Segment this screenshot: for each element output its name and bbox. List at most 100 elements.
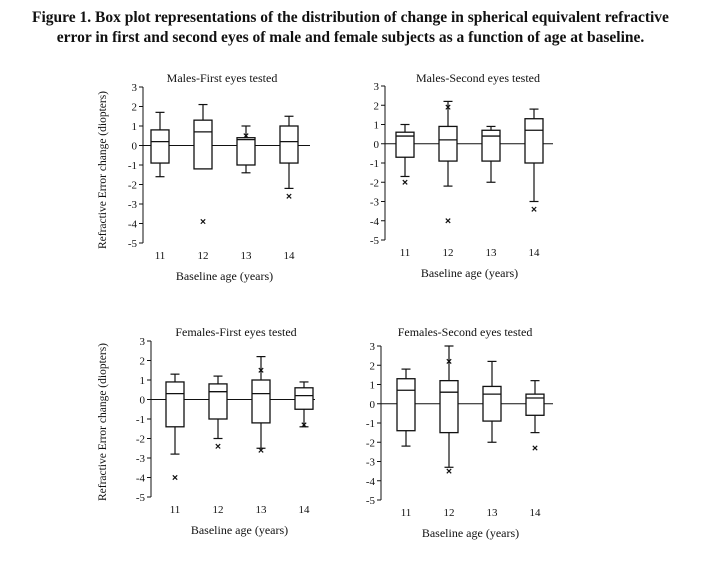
box-iqr: [279, 125, 299, 164]
caption-line-1: Figure 1. Box plot representations of th…: [32, 9, 669, 26]
outlier-stroke: [445, 104, 451, 110]
box-iqr: [236, 137, 256, 166]
y-tick-label: -3: [370, 197, 380, 209]
x-tick-label: 11: [170, 504, 181, 516]
y-tick-label: -2: [128, 180, 137, 192]
x-tick-label: 12: [198, 250, 209, 262]
box-14: [279, 115, 299, 199]
outlier-point: [200, 218, 206, 225]
box-13: [236, 125, 256, 174]
x-axis-label: Baseline age (years): [191, 523, 288, 537]
x-tick-label: 13: [487, 507, 499, 519]
x-tick-label: 14: [299, 504, 311, 516]
outlier-point: [172, 474, 178, 481]
y-tick-label: -1: [128, 160, 137, 172]
box-14: [294, 381, 314, 428]
chart-panel: Males-Second eyes tested 3 2 1 0 -1 -2 -3 -4 -5 11…: [370, 71, 553, 280]
outlier-stroke: [446, 468, 452, 474]
box-iqr: [150, 129, 170, 164]
chart-title: Males-First eyes tested: [167, 71, 278, 85]
outlier-stroke: [446, 358, 452, 365]
y-tick-label: 2: [132, 102, 138, 114]
y-tick-label: 3: [140, 336, 146, 348]
x-tick-label: 14: [284, 250, 296, 262]
x-tick-label: 13: [256, 504, 268, 516]
y-tick-label: 1: [374, 120, 380, 132]
chart-panel: Females-Second eyes tested 3 2 1 0 -1 -2 -3 -4 -5…: [366, 325, 553, 540]
y-tick-label: -5: [370, 235, 380, 247]
outlier-point: [402, 179, 408, 185]
x-tick-label: 12: [444, 507, 455, 519]
y-axis-label: Refractive Error change (diopters): [97, 343, 109, 501]
box-11: [150, 111, 170, 178]
box-12: [193, 103, 213, 225]
y-tick-label: 0: [374, 139, 380, 151]
y-tick-label: -1: [136, 414, 145, 426]
y-tick-label: 3: [374, 81, 380, 93]
y-tick-label: 1: [370, 380, 376, 392]
box-iqr: [481, 129, 501, 162]
y-tick-label: 3: [132, 82, 138, 94]
outlier-stroke: [286, 193, 292, 199]
box-12: [439, 345, 459, 474]
outlier-stroke: [301, 422, 307, 428]
x-tick-label: 13: [486, 247, 498, 259]
box-11: [396, 368, 416, 447]
box-14: [524, 108, 544, 212]
x-tick-label: 12: [443, 247, 454, 259]
y-tick-label: 0: [132, 141, 138, 153]
chart-title: Females-Second eyes tested: [398, 325, 533, 339]
chart-title: Females-First eyes tested: [175, 325, 296, 339]
y-tick-label: -5: [136, 492, 146, 504]
outlier-point: [532, 445, 538, 451]
box-iqr: [395, 131, 415, 158]
y-tick-label: -5: [128, 238, 138, 250]
y-tick-label: -2: [370, 177, 379, 189]
x-tick-label: 11: [400, 247, 411, 259]
outlier-stroke: [531, 206, 537, 212]
box-iqr: [438, 125, 458, 162]
x-tick-label: 13: [241, 250, 253, 262]
chart-panel: Males-First eyes tested 3 2 1 0 -1 -2 -3 -4 -5 11 1…: [97, 71, 310, 283]
y-tick-label: -3: [128, 199, 138, 211]
y-tick-label: -4: [136, 473, 146, 485]
chart-panel: Females-First eyes tested 3 2 1 0 -1 -2 -3 -4 -5 1…: [97, 325, 315, 537]
y-tick-label: -4: [366, 476, 376, 488]
box-iqr: [396, 378, 416, 432]
y-tick-label: 1: [132, 121, 138, 133]
y-tick-label: -5: [366, 495, 376, 507]
y-axis-label: Refractive Error change (diopters): [97, 91, 109, 249]
outlier-point: [258, 367, 264, 373]
outlier-stroke: [243, 133, 249, 139]
outlier-point: [531, 206, 537, 212]
box-iqr: [165, 381, 185, 428]
box-13: [251, 356, 271, 453]
y-tick-label: 0: [140, 395, 146, 407]
y-tick-label: -2: [366, 437, 375, 449]
figure-caption: Figure 1. Box plot representations of th…: [0, 8, 701, 48]
y-tick-label: 2: [374, 100, 380, 112]
outlier-point: [243, 133, 249, 139]
outlier-point: [215, 443, 221, 449]
y-tick-label: -3: [366, 457, 376, 469]
y-tick-label: 0: [370, 399, 376, 411]
box-11: [165, 373, 185, 481]
y-tick-label: -2: [136, 434, 145, 446]
outlier-stroke: [172, 474, 178, 481]
outlier-stroke: [200, 218, 206, 225]
x-axis-label: Baseline age (years): [421, 266, 518, 280]
outlier-point: [445, 218, 451, 224]
chart-title: Males-Second eyes tested: [416, 71, 540, 85]
box-11: [395, 123, 415, 185]
box-13: [481, 125, 501, 183]
box-iqr: [208, 383, 228, 420]
box-12: [438, 100, 458, 224]
box-iqr: [525, 393, 545, 416]
x-tick-label: 14: [529, 247, 541, 259]
outlier-point: [446, 358, 452, 365]
y-tick-label: 2: [140, 356, 146, 368]
box-14: [525, 380, 545, 451]
box-iqr: [294, 387, 314, 410]
outlier-stroke: [258, 367, 264, 373]
